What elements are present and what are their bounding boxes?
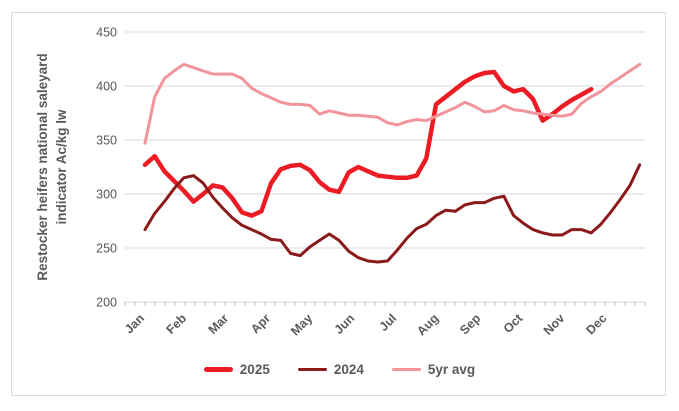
y-tick-label: 200: [96, 296, 117, 310]
legend-swatch-5yr-avg: [391, 367, 421, 372]
y-tick-label: 350: [96, 134, 117, 148]
x-tick-label: Oct: [501, 311, 526, 336]
x-tick-label: Jun: [332, 311, 358, 337]
x-tick-label: Feb: [164, 311, 190, 337]
y-tick-label: 400: [96, 80, 117, 94]
legend-item-2025: 2025: [203, 362, 270, 377]
y-tick-label: 450: [96, 26, 117, 40]
line-chart: 450 400 350 300 250 200 Jan Feb Mar Apr May Jun Jul A…: [35, 26, 646, 338]
x-tick-label: Sep: [457, 311, 483, 337]
legend-label: 5yr avg: [427, 362, 476, 377]
y-axis-title-line1: Restocker heifers national saleyard: [35, 53, 50, 280]
y-axis-title-line2: indicator Ac/kg lw: [54, 109, 69, 225]
x-tick-label: May: [288, 311, 315, 338]
y-tick-label: 250: [96, 242, 117, 256]
legend-item-2024: 2024: [297, 362, 364, 377]
series-line-5yr-avg: [143, 62, 642, 145]
legend-label: 2025: [239, 362, 270, 377]
x-tick-label: Nov: [541, 311, 568, 338]
x-tick-label: Jul: [377, 311, 400, 334]
series-line-2024: [143, 163, 642, 264]
legend-swatch-2024: [297, 367, 327, 372]
legend-swatch-2025: [203, 367, 233, 372]
legend-label: 2024: [333, 362, 364, 377]
x-tick-label: Apr: [248, 311, 273, 336]
x-tick-label: Mar: [206, 311, 232, 337]
x-tick-label: Jan: [122, 311, 147, 336]
y-tick-label: 300: [96, 188, 117, 202]
series-line-2025: [142, 69, 594, 218]
legend-item-5yr-avg: 5yr avg: [391, 362, 476, 377]
legend: 2025 2024 5yr avg: [0, 362, 679, 377]
x-tick-label: Aug: [414, 311, 441, 338]
x-tick-label: Dec: [583, 311, 609, 337]
